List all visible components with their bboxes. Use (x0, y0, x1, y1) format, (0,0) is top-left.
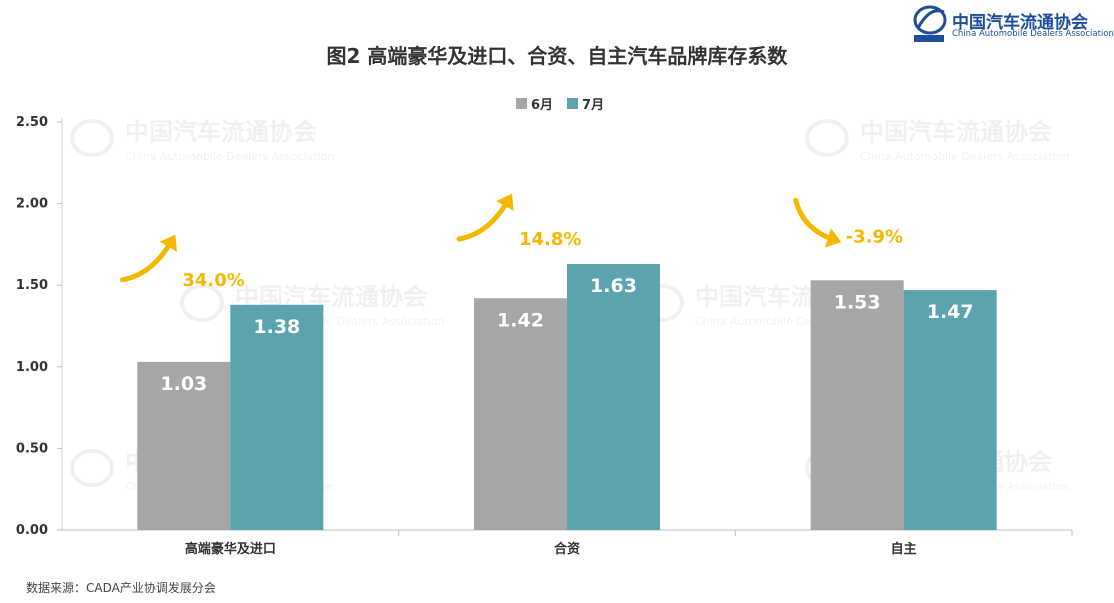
logo-name-zh: 中国汽车流通协会 (952, 13, 1088, 33)
value-label-july: 1.63 (590, 275, 637, 297)
trend-arrow-shaft (119, 237, 175, 283)
watermark-emblem-icon (70, 449, 114, 487)
value-label-june: 1.42 (497, 309, 544, 331)
bar-june (137, 361, 231, 530)
x-category-label: 高端豪华及进口 (185, 541, 276, 557)
y-tick-label: 0.00 (16, 523, 48, 538)
legend-swatch-july (567, 98, 579, 109)
watermark-en: China Automobile Dealers Association (860, 150, 1069, 163)
arrow-up-icon (159, 234, 178, 252)
chart-title: 图2 高端豪华及进口、合资、自主汽车品牌库存系数 (326, 44, 788, 68)
watermark-emblem-icon (70, 119, 114, 157)
arrow-up-icon (496, 193, 514, 211)
x-category-label: 合资 (554, 541, 580, 557)
change-annotation: 14.8% (519, 229, 581, 250)
bar-june (474, 298, 567, 530)
y-tick-label: 1.50 (16, 278, 48, 293)
y-tick-label: 1.00 (16, 360, 48, 375)
legend-label-june: 6月 (531, 98, 554, 113)
legend-label-july: 7月 (582, 98, 605, 113)
watermark-en: China Automobile Dealers Association (125, 150, 334, 163)
y-tick-label: 0.50 (16, 441, 48, 456)
bar-june (810, 280, 904, 530)
y-tick-label: 2.00 (16, 197, 48, 212)
value-label-july: 1.47 (927, 301, 974, 323)
x-category-label: 自主 (891, 541, 917, 557)
trend-arrow-shaft (456, 196, 512, 242)
legend-item-june: 6月 (516, 94, 553, 113)
data-source: 数据来源：CADA产业协调发展分会 (26, 581, 216, 595)
y-tick-label: 2.50 (16, 115, 48, 130)
value-label-june: 1.03 (160, 373, 207, 395)
bar-july (903, 290, 997, 530)
change-annotation: -3.9% (846, 226, 903, 247)
legend-swatch-june (516, 98, 527, 109)
watermark-emblem-icon (180, 284, 224, 322)
bar-july (230, 304, 324, 530)
value-label-june: 1.53 (834, 291, 881, 313)
bar-july (567, 263, 660, 530)
watermark-zh: 中国汽车流通协会 (125, 118, 317, 146)
logo-name-en: China Automobile Dealers Association (952, 29, 1114, 39)
cada-emblem-icon (913, 5, 947, 42)
value-label-july: 1.38 (253, 316, 300, 338)
legend: 6月 7月 (516, 94, 604, 113)
watermark-zh: 中国汽车流通协会 (860, 118, 1052, 146)
legend-item-july: 7月 (567, 94, 604, 113)
arrow-down-icon (825, 228, 842, 248)
watermark-emblem-icon (805, 119, 849, 157)
change-annotation: 34.0% (182, 270, 244, 291)
cada-logo: 中国汽车流通协会 China Automobile Dealers Associ… (910, 2, 1114, 44)
